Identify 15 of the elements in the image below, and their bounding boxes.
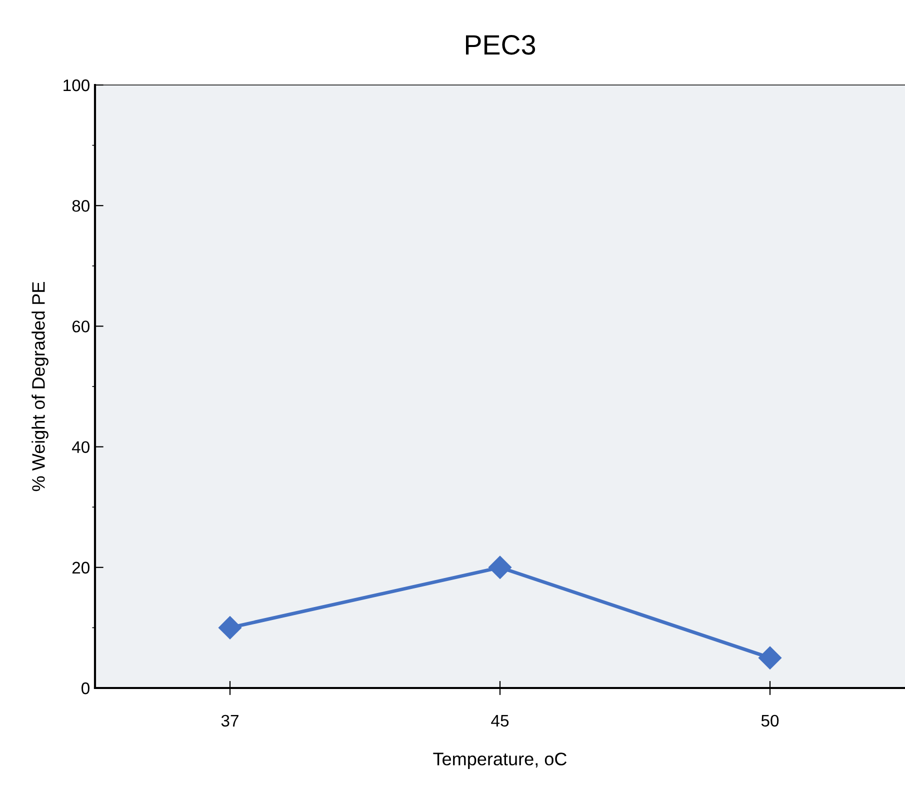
y-tick-label: 0 (82, 682, 90, 694)
x-tick-label: 50 (761, 714, 779, 727)
x-axis-title: Temperature, oC (433, 752, 567, 769)
x-tick-label: 45 (491, 715, 509, 727)
x-tick-label: 37 (221, 714, 238, 727)
y-tick-label: 80 (72, 200, 90, 212)
point (758, 646, 782, 670)
chart-title: PEC3 (466, 35, 536, 55)
y-axis-title: % Weight of Degraded PE (32, 282, 48, 492)
point (218, 616, 242, 640)
y-tick-label: 20 (72, 562, 90, 574)
point (488, 556, 512, 579)
y-tick-label: 40 (72, 441, 90, 454)
y-tick-label: 60 (72, 320, 90, 332)
y-tick-label: 100 (64, 79, 90, 92)
